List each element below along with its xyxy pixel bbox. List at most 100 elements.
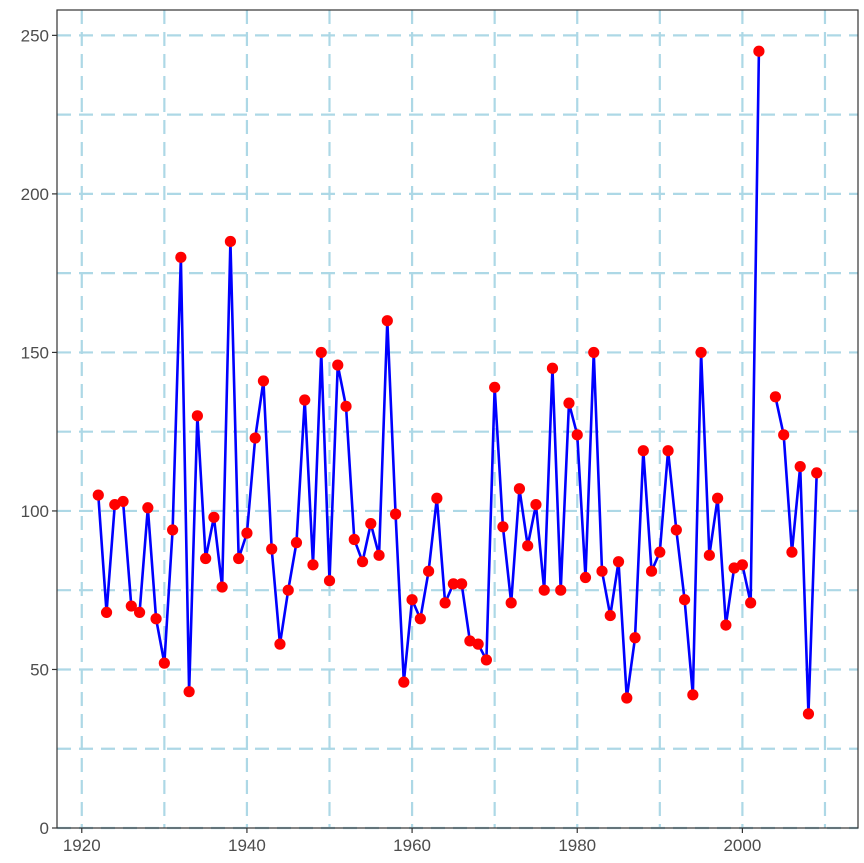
data-point (332, 359, 344, 371)
y-tick-label: 200 (21, 185, 49, 204)
data-point (125, 600, 137, 612)
data-point (92, 489, 104, 501)
data-point (249, 432, 261, 444)
data-point (695, 346, 707, 359)
data-point (596, 565, 608, 577)
data-point (373, 549, 385, 561)
data-point (745, 597, 757, 609)
data-point (274, 638, 286, 650)
plot-panel-border (56, 9, 859, 829)
y-tick-label: 50 (30, 660, 49, 679)
data-point (257, 375, 270, 387)
data-point (513, 483, 526, 495)
data-point (142, 502, 154, 514)
data-point (398, 676, 410, 688)
data-point (480, 654, 492, 666)
data-point (200, 552, 212, 565)
data-point (381, 315, 393, 327)
data-point (356, 556, 369, 568)
data-point (802, 708, 815, 720)
x-tick-label: 1960 (393, 836, 431, 855)
data-point (497, 521, 509, 533)
data-point (431, 492, 443, 504)
data-point (555, 584, 567, 596)
data-point (678, 594, 691, 606)
data-point (621, 692, 633, 704)
data-point (282, 584, 294, 596)
data-point (645, 565, 658, 577)
data-point (216, 581, 228, 593)
data-point (588, 346, 600, 359)
data-point (654, 546, 666, 558)
data-point (365, 518, 377, 530)
data-point (579, 571, 592, 584)
data-point (687, 689, 699, 701)
data-point (299, 394, 311, 406)
data-point (183, 686, 195, 698)
data-point (315, 346, 327, 359)
data-point (522, 540, 534, 552)
data-point (794, 460, 806, 473)
data-point (670, 524, 682, 536)
data-point (175, 251, 187, 263)
data-point (546, 362, 559, 374)
data-point (133, 606, 146, 619)
data-point-group (92, 45, 823, 720)
data-point (538, 584, 550, 596)
data-point (290, 537, 303, 549)
axes: 0 50 100 150 200 250 1920 1940 1960 1980 2000 (21, 26, 762, 855)
y-tick-label: 250 (21, 26, 49, 45)
data-point (389, 508, 402, 520)
data-point (637, 445, 649, 457)
data-point (489, 381, 501, 393)
data-point (712, 492, 724, 504)
data-point (703, 549, 715, 561)
data-point (348, 533, 360, 546)
data-point (233, 552, 245, 565)
data-point (563, 397, 575, 409)
data-point (158, 657, 170, 669)
data-point (530, 499, 542, 511)
data-point (167, 524, 179, 536)
data-point (241, 527, 253, 539)
data-point (629, 632, 641, 644)
data-point (406, 594, 418, 606)
data-point (447, 578, 459, 590)
data-point (423, 565, 435, 577)
y-tick-label: 0 (40, 819, 49, 838)
data-point (340, 400, 352, 412)
data-point (736, 559, 748, 571)
data-point (224, 235, 237, 248)
data-point (811, 467, 823, 479)
data-point (786, 546, 798, 558)
y-tick-label: 100 (21, 502, 49, 521)
data-point (753, 45, 765, 57)
data-point (307, 559, 319, 571)
data-point (472, 638, 484, 650)
data-point (604, 609, 616, 622)
data-point (414, 613, 426, 625)
data-point (612, 556, 625, 568)
data-point (323, 575, 336, 587)
data-point (266, 543, 278, 555)
data-point (571, 429, 583, 441)
x-tick-label: 1920 (63, 836, 101, 855)
data-point (100, 606, 113, 619)
series-line (774, 396, 819, 716)
data-point (439, 597, 451, 609)
data-point (505, 597, 517, 609)
data-point (117, 495, 129, 508)
data-point (662, 445, 674, 457)
series-line-group (96, 51, 819, 716)
x-tick-label: 1940 (228, 836, 266, 855)
data-point (150, 613, 162, 625)
data-point (778, 429, 790, 441)
x-tick-label: 1980 (558, 836, 596, 855)
data-point (720, 619, 732, 631)
data-point (208, 511, 220, 523)
data-point (769, 391, 782, 403)
data-point (191, 410, 203, 422)
y-tick-label: 150 (21, 343, 49, 362)
x-tick-label: 2000 (723, 836, 761, 855)
